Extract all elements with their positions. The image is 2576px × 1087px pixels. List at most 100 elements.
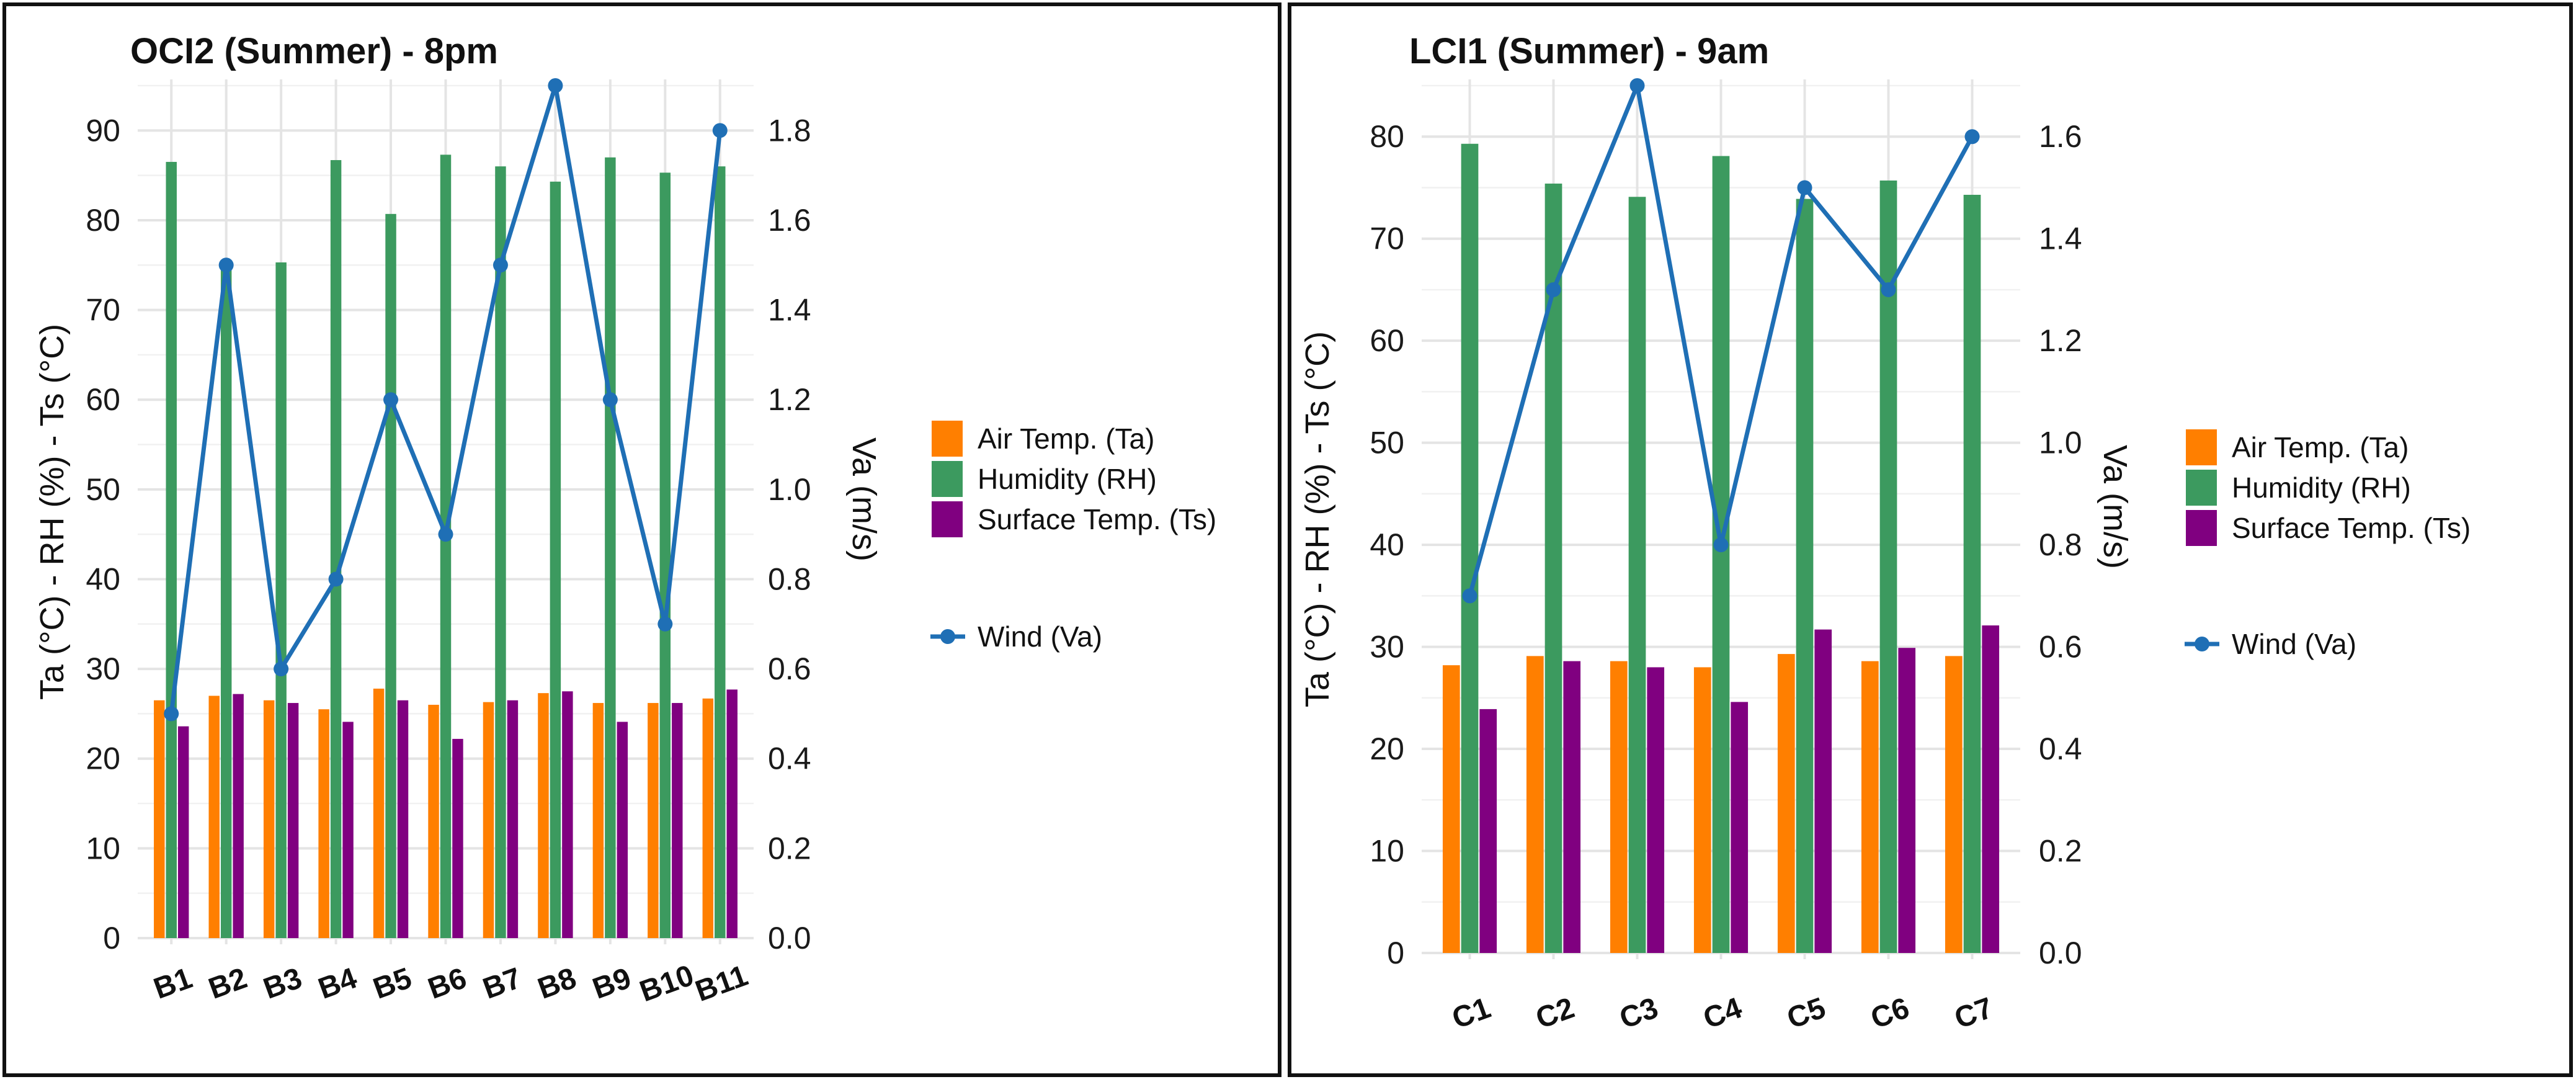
- legend-swatch-ts: [932, 501, 963, 537]
- bar-ta-b4: [318, 709, 329, 938]
- bar-ts-b3: [287, 703, 299, 938]
- y2-tick-label: 1.4: [2039, 221, 2082, 256]
- x-tick-label: B6: [424, 962, 471, 1006]
- y-tick-label: 30: [1370, 630, 1404, 664]
- chart-lci1-svg: LCI1 (Summer) - 9am 0 10 20 30 40 50 60 70 80 0.0 0…: [1299, 31, 2471, 1036]
- wind-point-b6: [438, 527, 453, 542]
- wind-point-b7: [492, 257, 508, 273]
- bar-ts-c1: [1479, 709, 1497, 953]
- y2-tick-label: 0.6: [768, 651, 811, 686]
- x-tick-label: C5: [1783, 991, 1830, 1036]
- y-tick-label: 20: [86, 741, 120, 776]
- chart-panel-oci2: OCI2 (Summer) - 8pm 0 10 20 30 40 50 60 70 80 90 0.…: [2, 2, 1281, 1077]
- bar-ts-c4: [1731, 702, 1749, 953]
- y-tick-label: 30: [86, 651, 120, 686]
- y2-tick-label: 1.6: [2039, 119, 2082, 154]
- chart-title: LCI1 (Summer) - 9am: [1409, 31, 1769, 71]
- y2-tick-label: 1.8: [768, 113, 811, 148]
- bar-ta-c5: [1777, 654, 1795, 953]
- bar-ta-b3: [263, 700, 275, 938]
- legend: Air Temp. (Ta) Humidity (RH) Surface Temp.…: [930, 421, 1216, 653]
- bar-ts-b10: [672, 703, 683, 938]
- y2-tick-label: 0.4: [2039, 731, 2082, 766]
- bar-ts-b6: [452, 738, 463, 938]
- wind-point-c1: [1462, 588, 1477, 604]
- bar-rh-c5: [1796, 199, 1814, 953]
- bar-ta-b5: [373, 688, 385, 938]
- wind-point-c7: [1964, 129, 1980, 145]
- y2-tick-label: 0.0: [2039, 936, 2082, 970]
- y-axis-label: Ta (°C) - RH (%) - Ts (°C): [33, 324, 71, 700]
- wind-point-b8: [548, 78, 563, 93]
- bar-ts-c7: [1982, 625, 2000, 953]
- legend-swatch-ta: [2186, 429, 2217, 465]
- wind-point-c2: [1546, 282, 1561, 297]
- chart-title: OCI2 (Summer) - 8pm: [130, 31, 498, 71]
- wind-point-c4: [1713, 537, 1729, 553]
- y-tick-label: 70: [86, 293, 120, 328]
- bar-rh-c2: [1544, 183, 1562, 954]
- chart-oci2-svg: OCI2 (Summer) - 8pm 0 10 20 30 40 50 60 70 80 90 0.…: [33, 31, 1216, 1008]
- bar-ts-c2: [1563, 661, 1581, 953]
- bar-rh-c7: [1963, 194, 1981, 953]
- x-tick-label: B3: [259, 962, 306, 1006]
- y2-tick-label: 1.0: [768, 472, 811, 507]
- bar-ta-b11: [702, 698, 714, 938]
- y-tick-label: 10: [1370, 834, 1404, 869]
- bar-ta-b10: [648, 703, 659, 938]
- bar-rh-b10: [659, 172, 671, 939]
- bar-ts-b5: [397, 700, 409, 938]
- y2-tick-label: 1.4: [768, 293, 811, 328]
- wind-point-b4: [328, 571, 344, 587]
- y-tick-label: 20: [1370, 731, 1404, 766]
- bar-ta-c7: [1945, 656, 1963, 953]
- bar-rh-c6: [1879, 180, 1897, 953]
- x-tick-label: B1: [149, 962, 197, 1006]
- bar-ta-c4: [1693, 667, 1711, 953]
- wind-point-b11: [712, 123, 728, 138]
- bar-rh-c1: [1461, 143, 1479, 953]
- bars: [1442, 143, 2000, 954]
- x-tick-label: B10: [636, 959, 698, 1008]
- bar-rh-b5: [385, 213, 396, 939]
- x-tick-label: B7: [479, 962, 526, 1006]
- y2-tick-label: 1.2: [768, 382, 811, 417]
- wind-point-b9: [602, 392, 618, 408]
- y2-tick-label: 0.2: [768, 831, 811, 866]
- bar-rh-b7: [495, 166, 506, 938]
- bar-ts-b2: [233, 694, 244, 938]
- bar-ta-c1: [1442, 665, 1460, 953]
- bar-rh-b4: [330, 160, 342, 938]
- chart-panel-lci1: LCI1 (Summer) - 9am 0 10 20 30 40 50 60 70 80 0.0 0…: [1288, 2, 2573, 1077]
- wind-point-b10: [657, 616, 673, 632]
- bar-ta-c3: [1610, 661, 1628, 953]
- y-tick-label: 0: [1387, 936, 1404, 970]
- wind-point-b3: [274, 661, 289, 677]
- y2-tick-label: 1.0: [2039, 426, 2082, 460]
- legend-label-va: Wind (Va): [2232, 628, 2356, 660]
- legend-swatch-rh: [932, 461, 963, 497]
- legend-swatch-ts: [2186, 510, 2217, 546]
- bar-ts-b8: [562, 691, 573, 938]
- bar-ta-b1: [154, 700, 165, 938]
- x-tick-label: C3: [1615, 991, 1662, 1036]
- y2-tick-label: 0.8: [768, 561, 811, 596]
- bar-ts-c3: [1647, 667, 1665, 953]
- y-tick-label: 70: [1370, 221, 1404, 256]
- bar-ta-c2: [1526, 656, 1544, 953]
- x-tick-label: B5: [369, 962, 416, 1006]
- y2-axis-label: Va (m/s): [845, 437, 883, 561]
- bar-ts-b7: [507, 700, 519, 938]
- y2-tick-label: 0.0: [768, 921, 811, 955]
- wind-point-c6: [1881, 282, 1896, 297]
- x-tick-label: C4: [1699, 991, 1746, 1036]
- bar-ta-b6: [428, 704, 439, 938]
- y-tick-label: 50: [1370, 426, 1404, 460]
- bar-rh-b1: [166, 161, 177, 939]
- x-tick-label: B11: [691, 959, 752, 1008]
- bar-rh-b8: [550, 181, 561, 938]
- legend-label-ts: Surface Temp. (Ts): [2232, 512, 2471, 544]
- bar-ts-b4: [342, 722, 354, 938]
- x-tick-label: C7: [1950, 991, 1997, 1036]
- y-tick-label: 40: [1370, 527, 1404, 562]
